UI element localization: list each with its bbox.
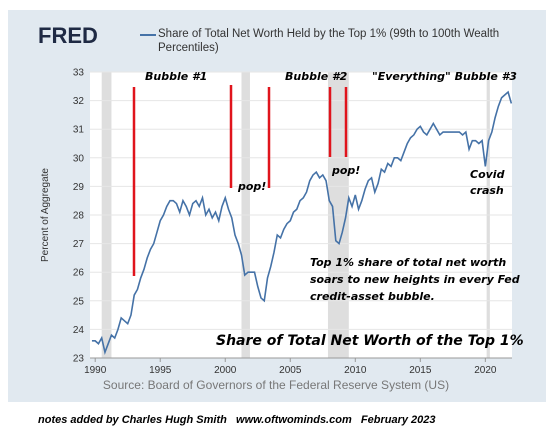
x-tick-label: 2005 xyxy=(279,365,302,376)
y-tick-label: 26 xyxy=(73,268,85,279)
x-tick-label: 2020 xyxy=(474,365,497,376)
x-tick-label: 2010 xyxy=(344,365,367,376)
logo: FRED xyxy=(38,23,98,48)
annotation: Top 1% share of total net worth xyxy=(310,256,506,269)
annotation: soars to new heights in every Fed xyxy=(310,273,520,286)
annotation: Share of Total Net Worth of the Top 1% xyxy=(216,333,524,349)
y-tick-label: 25 xyxy=(73,296,85,307)
annotation: crash xyxy=(470,184,504,197)
x-tick-label: 1990 xyxy=(84,365,107,376)
y-tick-label: 27 xyxy=(73,239,85,250)
annotation: credit-asset bubble. xyxy=(310,290,435,303)
y-tick-label: 29 xyxy=(73,182,85,193)
y-tick-label: 30 xyxy=(73,153,85,164)
annotation: "Everything" Bubble #3 xyxy=(372,70,517,83)
x-tick-label: 1995 xyxy=(149,365,172,376)
annotation: Bubble #1 xyxy=(145,70,207,83)
annotation: Bubble #2 xyxy=(285,70,348,83)
y-tick-label: 32 xyxy=(73,96,85,107)
legend-label: Share of Total Net Worth Held by the Top… xyxy=(158,28,500,54)
data-line xyxy=(91,90,513,356)
y-tick-label: 28 xyxy=(73,211,85,222)
footnote: notes added by Charles Hugh Smith www.of… xyxy=(38,414,436,426)
legend-text: Share of Total Net Worth Held by the Top… xyxy=(158,28,500,54)
annotation: Covid xyxy=(470,168,505,181)
y-tick-label: 23 xyxy=(73,354,85,365)
annotation: pop! xyxy=(237,180,266,193)
y-tick-label: 33 xyxy=(73,68,85,79)
source: Source: Board of Governors of the Federa… xyxy=(103,378,449,392)
y-axis-label: Percent of Aggregate xyxy=(40,168,51,262)
x-tick-label: 2015 xyxy=(409,365,432,376)
annotation-lines xyxy=(132,85,348,276)
x-tick-label: 2000 xyxy=(214,365,237,376)
y-tick-label: 31 xyxy=(73,125,85,136)
y-tick-label: 24 xyxy=(73,325,85,336)
annotation: pop! xyxy=(331,164,360,177)
